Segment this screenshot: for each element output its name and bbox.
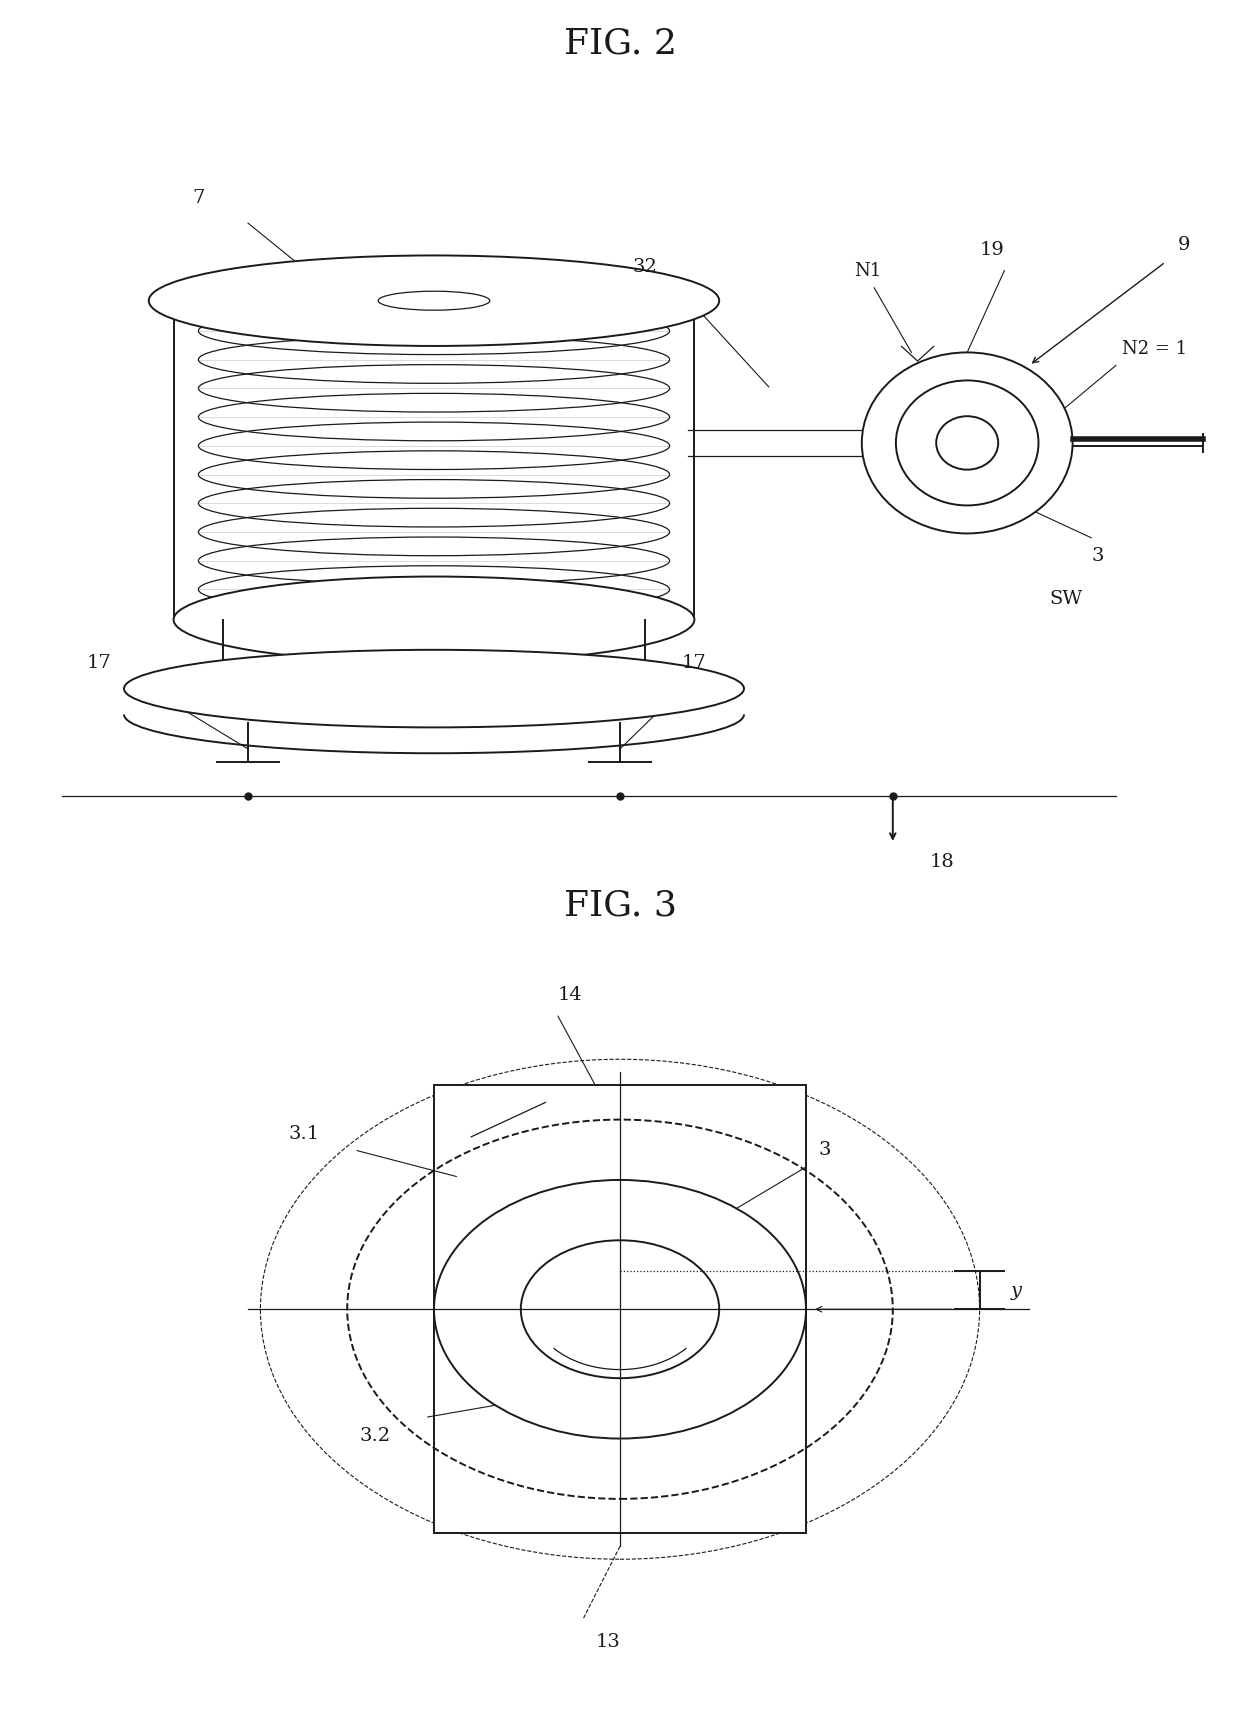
Text: 3: 3 [818, 1141, 831, 1158]
Text: 9: 9 [1178, 236, 1190, 253]
Text: 3: 3 [1091, 548, 1104, 565]
Text: y: y [1011, 1282, 1022, 1299]
Text: 19: 19 [980, 241, 1004, 258]
Bar [434, 1085, 806, 1533]
Text: SW: SW [1050, 589, 1083, 608]
Ellipse shape [378, 293, 490, 310]
Text: N2 = 1: N2 = 1 [1122, 339, 1188, 358]
Text: 7: 7 [192, 190, 205, 207]
Ellipse shape [936, 417, 998, 470]
Text: 18: 18 [930, 853, 955, 870]
Ellipse shape [862, 353, 1073, 534]
Text: FIG. 2: FIG. 2 [563, 26, 677, 60]
Text: 13: 13 [595, 1633, 620, 1651]
Text: FIG. 3: FIG. 3 [563, 887, 677, 922]
Text: 17: 17 [87, 655, 112, 672]
Ellipse shape [174, 577, 694, 663]
Text: 14: 14 [558, 986, 583, 1003]
Ellipse shape [149, 257, 719, 346]
Text: 17: 17 [682, 655, 707, 672]
Text: α: α [614, 1382, 626, 1401]
Text: 3.2: 3.2 [360, 1425, 391, 1444]
Ellipse shape [895, 381, 1039, 507]
Ellipse shape [434, 1180, 806, 1439]
Text: D: D [594, 1292, 609, 1309]
Text: N1: N1 [854, 262, 882, 279]
Text: 32: 32 [632, 258, 657, 276]
Ellipse shape [124, 651, 744, 727]
Text: 3.1: 3.1 [289, 1125, 320, 1142]
